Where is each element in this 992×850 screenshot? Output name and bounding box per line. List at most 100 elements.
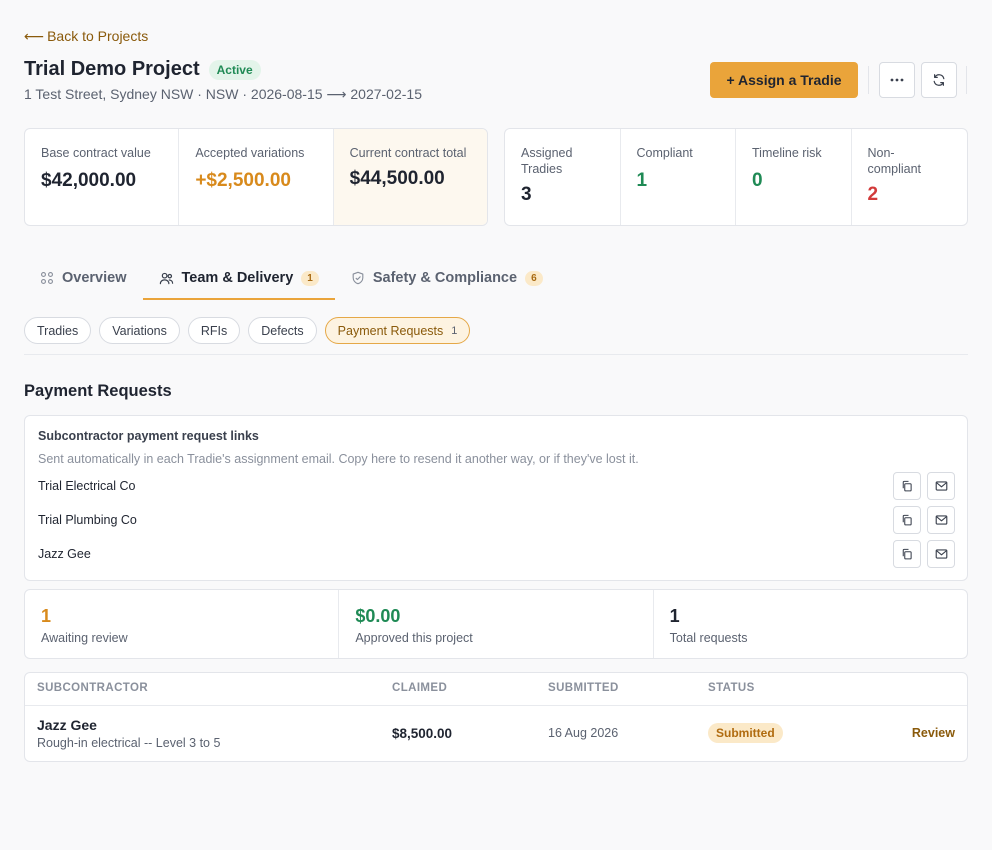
subtab-rfis[interactable]: RFIs xyxy=(187,317,241,344)
chip-label: RFIs xyxy=(200,323,228,338)
payment-summary-card: 1 Awaiting review $0.00 Approved this pr… xyxy=(24,589,968,659)
payment-link-row: Trial Electrical Co xyxy=(38,472,955,500)
copy-icon xyxy=(902,514,912,526)
shield-icon xyxy=(352,271,364,285)
copy-icon xyxy=(902,548,912,560)
copy-icon xyxy=(902,480,912,492)
column-header-status: STATUS xyxy=(708,682,755,694)
stat-non-compliant: Non-compliant 2 xyxy=(852,129,968,225)
subcontractor-name: Trial Plumbing Co xyxy=(38,513,137,527)
email-link-button[interactable] xyxy=(927,472,955,500)
status-badge: Submitted xyxy=(708,723,783,743)
links-card-description: Sent automatically in each Tradie's assi… xyxy=(38,452,639,466)
email-link-button[interactable] xyxy=(927,506,955,534)
subtab-payment-requests[interactable]: Payment Requests 1 xyxy=(324,317,471,344)
row-status: Submitted xyxy=(708,723,783,743)
links-card-title: Subcontractor payment request links xyxy=(38,429,259,443)
mail-icon xyxy=(935,515,947,525)
team-icon xyxy=(159,272,173,284)
contract-stats-card: Base contract value $42,000.00 Accepted … xyxy=(24,128,488,226)
tab-safety-compliance[interactable]: Safety & Compliance 6 xyxy=(335,258,559,298)
stat-value: 2 xyxy=(867,184,879,205)
subtab-defects[interactable]: Defects xyxy=(248,317,317,344)
divider xyxy=(24,354,968,355)
subcontractor-name: Trial Electrical Co xyxy=(38,479,136,493)
subcontractor-name: Jazz Gee xyxy=(38,547,91,561)
summary-awaiting-review: 1 Awaiting review xyxy=(25,590,340,658)
stat-label: Assigned Tradies xyxy=(521,146,573,176)
chip-label: Payment Requests xyxy=(337,323,444,338)
row-claimed-amount: $8,500.00 xyxy=(392,726,453,741)
stat-current-total: Current contract total $44,500.00 xyxy=(333,129,487,225)
stat-label: Base contract value xyxy=(41,146,151,160)
summary-approved: $0.00 Approved this project xyxy=(339,590,654,658)
chip-label: Variations xyxy=(112,323,167,338)
stat-label: Accepted variations xyxy=(195,146,305,160)
assign-tradie-button[interactable]: + Assign a Tradie xyxy=(710,62,858,98)
sub-tabs: Tradies Variations RFIs Defects Payment … xyxy=(24,317,471,344)
stat-timeline-risk: Timeline risk 0 xyxy=(736,129,852,225)
stat-value: $42,000.00 xyxy=(41,170,137,191)
copy-link-button[interactable] xyxy=(893,472,921,500)
page-title: Trial Demo Project xyxy=(24,58,200,80)
status-badge: Active xyxy=(208,59,261,80)
summary-label: Total requests xyxy=(669,631,748,645)
stat-assigned-tradies: Assigned Tradies 3 xyxy=(505,129,621,225)
tradie-stats-card: Assigned Tradies 3 Compliant 1 Timeline … xyxy=(504,128,968,226)
row-description: Rough-in electrical -- Level 3 to 5 xyxy=(37,736,221,750)
tab-count-badge: 6 xyxy=(525,270,543,286)
summary-total-requests: 1 Total requests xyxy=(654,590,967,658)
tab-overview[interactable]: Overview xyxy=(24,258,143,298)
payment-requests-table: SUBCONTRACTOR CLAIMED SUBMITTED STATUS J… xyxy=(24,672,968,762)
row-submitted-date: 16 Aug 2026 xyxy=(548,726,619,740)
copy-link-button[interactable] xyxy=(893,506,921,534)
arrow-left-icon: ⟵ xyxy=(24,28,45,44)
stat-accepted-variations: Accepted variations +$2,500.00 xyxy=(179,129,334,225)
email-link-button[interactable] xyxy=(927,540,955,568)
summary-label: Awaiting review xyxy=(41,631,128,645)
back-to-projects-link[interactable]: ⟵ Back to Projects xyxy=(24,28,148,45)
payment-links-card: Subcontractor payment request links Sent… xyxy=(24,415,968,581)
stat-value: 1 xyxy=(636,170,648,191)
column-header-claimed: CLAIMED xyxy=(392,682,448,694)
divider xyxy=(25,705,967,706)
stat-label: Timeline risk xyxy=(752,146,822,160)
chip-count-badge: 1 xyxy=(451,324,458,337)
column-header-subcontractor: SUBCONTRACTOR xyxy=(37,682,149,694)
mail-icon xyxy=(935,481,947,491)
summary-value: $0.00 xyxy=(355,606,401,626)
tab-count-badge: 1 xyxy=(301,270,319,286)
payment-link-row: Jazz Gee xyxy=(38,540,955,568)
tab-team-delivery[interactable]: Team & Delivery 1 xyxy=(142,258,336,300)
project-subtitle: 1 Test Street, Sydney NSW · NSW · 2026-0… xyxy=(24,86,422,102)
chip-label: Tradies xyxy=(37,323,79,338)
refresh-button[interactable] xyxy=(921,62,957,98)
subtab-tradies[interactable]: Tradies xyxy=(24,317,92,344)
row-subcontractor-name: Jazz Gee xyxy=(37,717,97,733)
tab-label: Safety & Compliance xyxy=(372,270,518,286)
payment-link-row: Trial Plumbing Co xyxy=(38,506,955,534)
main-tabs: Overview Team & Delivery 1 Safety & Comp… xyxy=(24,258,559,300)
stat-compliant: Compliant 1 xyxy=(621,129,736,225)
stat-base-contract: Base contract value $42,000.00 xyxy=(25,129,180,225)
tab-label: Team & Delivery xyxy=(181,270,294,286)
subtab-variations[interactable]: Variations xyxy=(99,317,180,344)
back-link-label: Back to Projects xyxy=(47,28,149,44)
grid-icon xyxy=(41,272,53,284)
more-options-button[interactable] xyxy=(879,62,915,98)
divider xyxy=(966,66,967,94)
summary-label: Approved this project xyxy=(355,631,473,645)
refresh-icon xyxy=(933,74,945,86)
review-button[interactable]: Review xyxy=(911,726,955,740)
column-header-submitted: SUBMITTED xyxy=(548,682,619,694)
copy-link-button[interactable] xyxy=(893,540,921,568)
stat-label: Compliant xyxy=(636,146,693,160)
stat-value: $44,500.00 xyxy=(349,168,445,189)
chip-label: Defects xyxy=(261,323,304,338)
mail-icon xyxy=(935,549,947,559)
stat-value: 0 xyxy=(752,170,763,191)
stat-label: Non-compliant xyxy=(867,146,922,176)
stat-value: 3 xyxy=(521,184,532,205)
ellipsis-icon xyxy=(890,78,904,82)
stat-label: Current contract total xyxy=(349,146,467,160)
